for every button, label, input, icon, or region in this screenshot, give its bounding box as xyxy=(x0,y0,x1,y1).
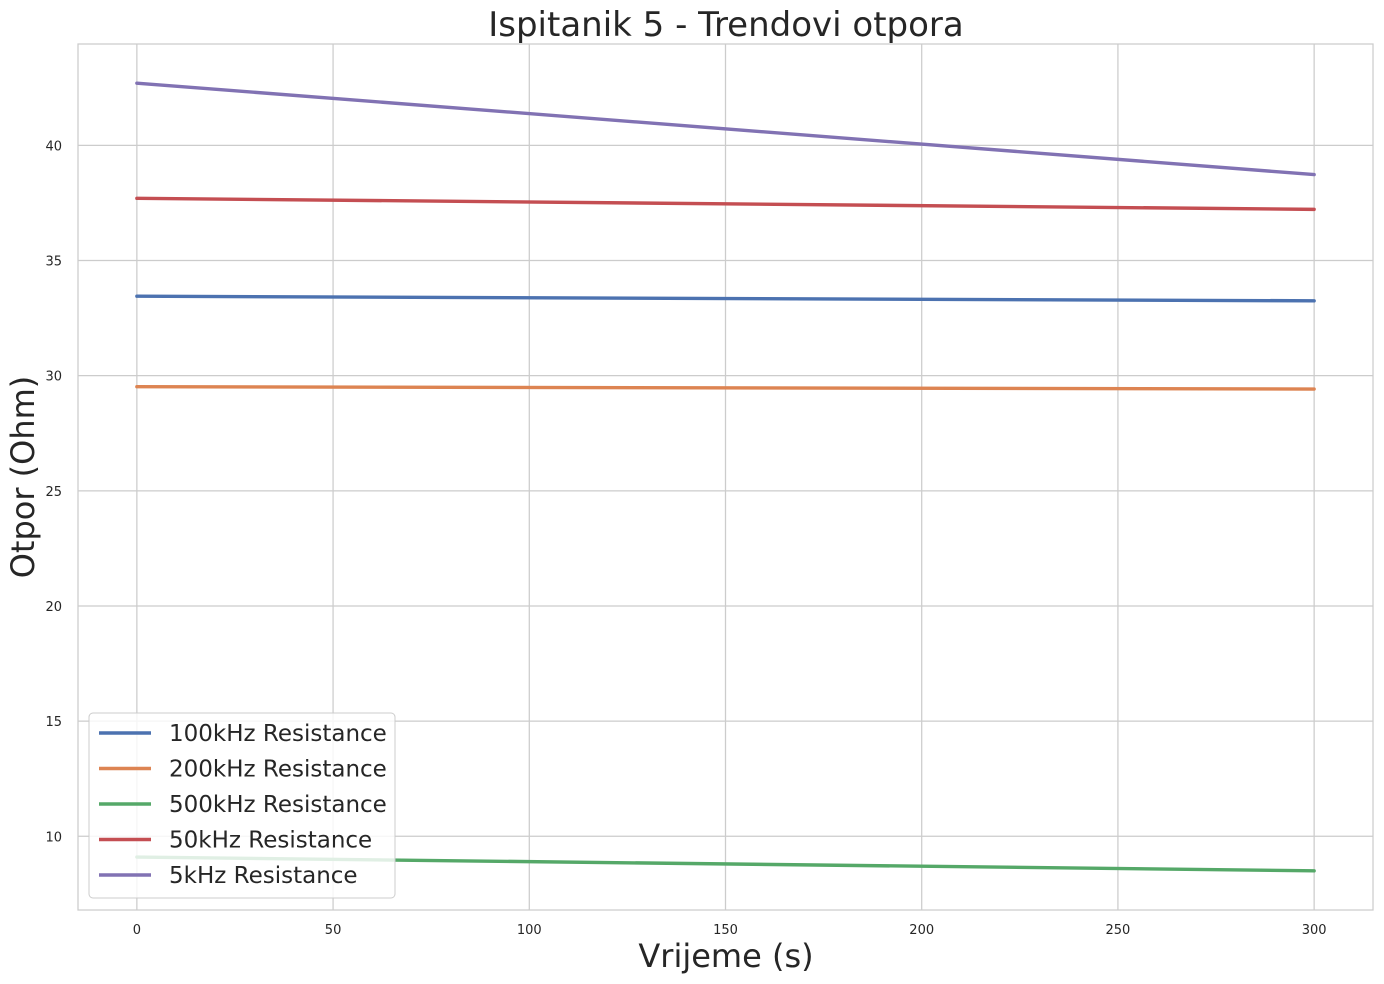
y-tick-label: 35 xyxy=(45,255,62,270)
x-tick-label: 50 xyxy=(325,923,342,938)
legend-label: 500kHz Resistance xyxy=(169,792,387,818)
legend-box xyxy=(88,712,396,899)
grid-layer xyxy=(78,44,1373,910)
y-tick-label: 15 xyxy=(45,715,62,730)
chart-title: Ispitanik 5 - Trendovi otpora xyxy=(488,5,964,45)
series-line-50khz-resistance xyxy=(135,196,1316,212)
x-tick-label: 150 xyxy=(713,923,738,938)
y-tick-label: 40 xyxy=(45,139,62,154)
x-tick-label: 250 xyxy=(1106,923,1131,938)
y-tick-label: 10 xyxy=(45,830,62,845)
y-tick-label: 20 xyxy=(45,600,62,615)
legend-label: 5kHz Resistance xyxy=(169,863,358,889)
legend-label: 200kHz Resistance xyxy=(169,757,387,783)
tick-layer: 0 50 100 150 200 250 300 10 15 20 25 30 35 40 xyxy=(45,139,1326,938)
x-tick-label: 200 xyxy=(909,923,934,938)
x-tick-label: 0 xyxy=(133,923,141,938)
y-tick-label: 30 xyxy=(45,370,62,385)
legend-label: 100kHz Resistance xyxy=(169,721,387,747)
x-tick-label: 100 xyxy=(517,923,542,938)
y-tick-label: 25 xyxy=(45,485,62,500)
legend: 100kHz Resistance 200kHz Resistance 500kHz… xyxy=(88,712,396,899)
x-axis-label: Vrijeme (s) xyxy=(638,937,813,975)
series-line-100khz-resistance xyxy=(135,294,1316,303)
series-line-5khz-resistance xyxy=(135,81,1316,177)
series-layer xyxy=(135,81,1316,873)
y-axis-label: Otpor (Ohm) xyxy=(4,376,42,579)
series-line-200khz-resistance xyxy=(135,385,1316,391)
x-tick-label: 300 xyxy=(1302,923,1327,938)
legend-label: 50kHz Resistance xyxy=(169,828,372,854)
